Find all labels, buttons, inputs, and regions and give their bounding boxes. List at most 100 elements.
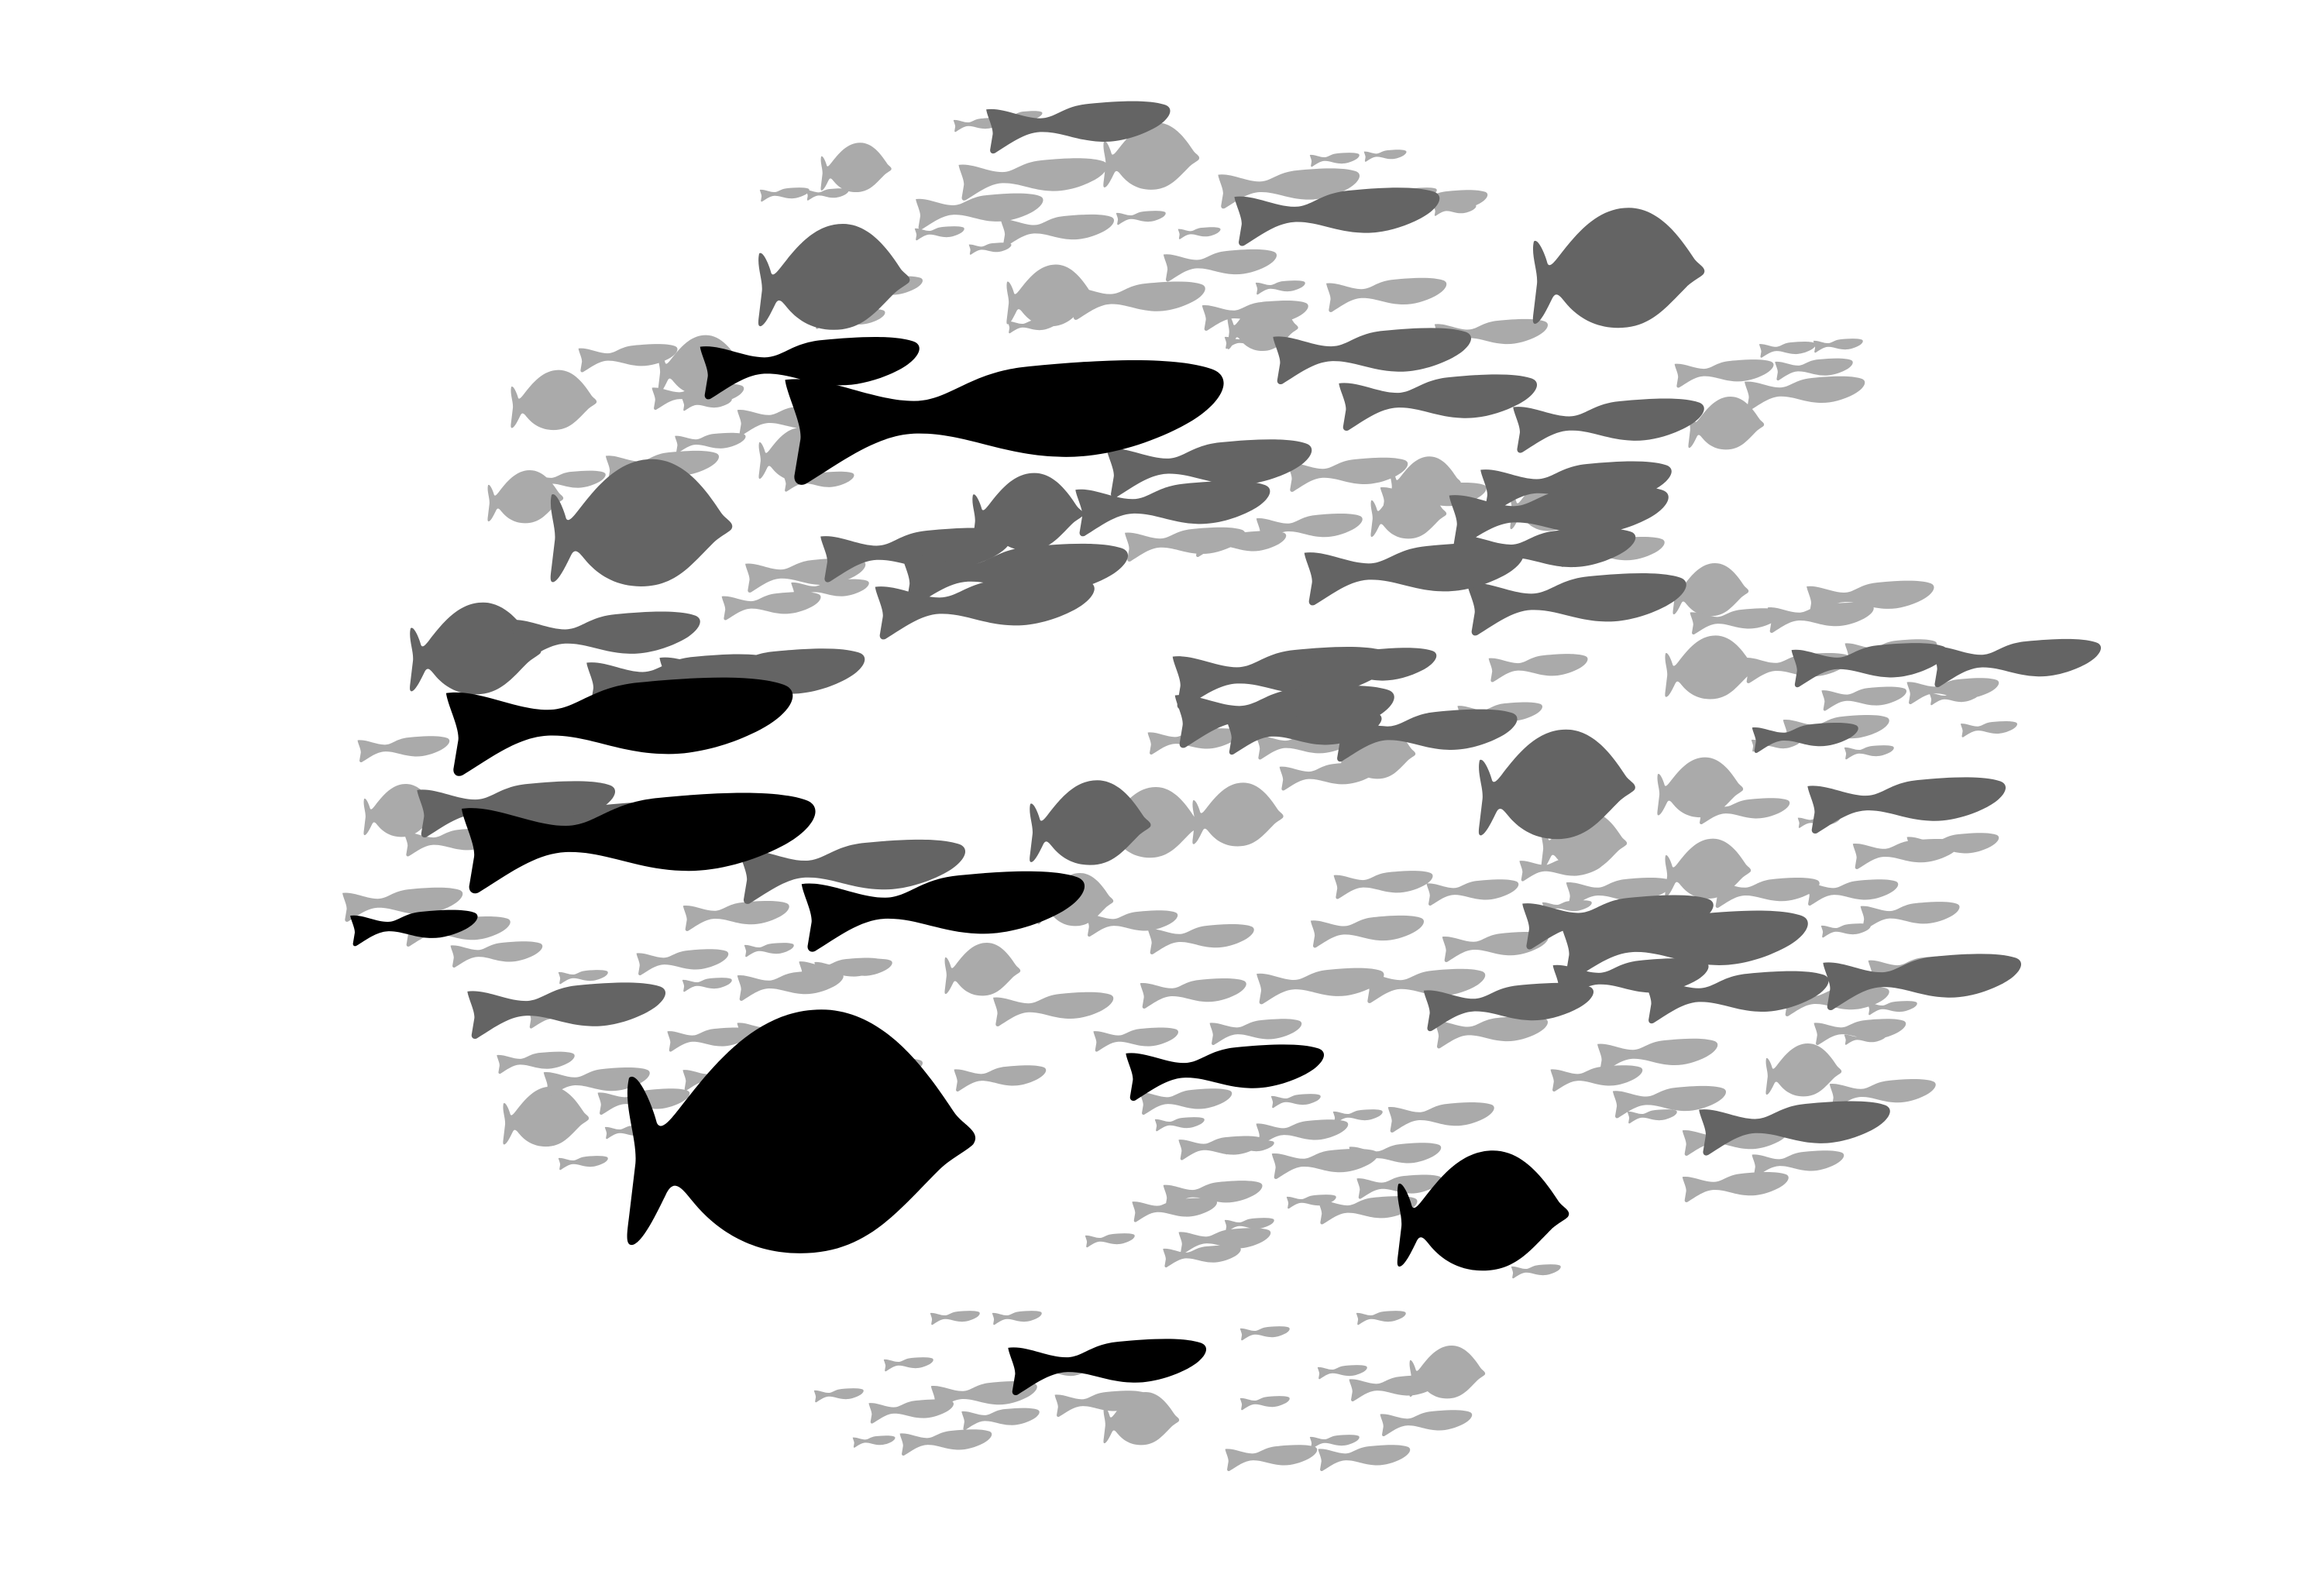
tiny-fish-icon (813, 1388, 864, 1403)
tiny-fish-icon (1177, 227, 1221, 239)
tiny-fish-icon (1813, 339, 1863, 353)
slim-fish-icon (1813, 1019, 1906, 1046)
round-fish-icon (1192, 782, 1284, 847)
slim-fish-icon (636, 949, 729, 976)
slim-fish-icon (1339, 374, 1538, 431)
round-fish-icon (1532, 208, 1705, 328)
slim-fish-icon (1140, 978, 1246, 1009)
slim-fish-icon (1821, 686, 1907, 711)
tiny-fish-icon (968, 242, 1012, 255)
slim-fish-icon (467, 982, 666, 1040)
slim-fish-icon (1752, 723, 1858, 753)
tiny-fish-icon (1627, 1109, 1677, 1124)
tiny-fish-icon (1116, 211, 1166, 225)
slim-fish-icon (1125, 527, 1246, 562)
tiny-fish-icon (1317, 1365, 1367, 1380)
slim-fish-icon (1273, 328, 1472, 385)
slim-fish-icon (1349, 1375, 1442, 1402)
slim-fish-icon (1380, 1410, 1473, 1437)
slim-fish-icon (1806, 879, 1899, 906)
slim-fish-icon (1075, 480, 1270, 537)
slim-fish-icon (682, 901, 789, 931)
slim-fish-icon (1318, 1445, 1411, 1472)
tiny-fish-icon (558, 1156, 608, 1171)
slim-fish-icon (497, 1051, 575, 1074)
slim-fish-icon (1163, 249, 1277, 282)
tiny-fish-icon (1270, 1094, 1321, 1109)
slim-fish-icon (509, 611, 700, 666)
round-fish-icon (1765, 1043, 1842, 1097)
slim-fish-icon (737, 971, 844, 1001)
slim-fish-icon (993, 992, 1114, 1026)
round-fish-icon (1397, 1150, 1569, 1271)
slim-fish-icon (899, 1429, 992, 1456)
tiny-fish-icon (992, 1311, 1042, 1325)
slim-fish-icon (1163, 1245, 1241, 1268)
slim-fish-icon (1008, 1339, 1207, 1396)
slim-fish-icon (1287, 457, 1408, 492)
tiny-fish-icon (1255, 280, 1305, 295)
tiny-fish-icon (558, 970, 608, 985)
tiny-fish-icon (1239, 1326, 1290, 1341)
slim-fish-icon (1434, 1016, 1549, 1049)
slim-fish-icon (1807, 777, 2006, 834)
slim-fish-icon (1387, 1102, 1494, 1133)
tiny-fish-icon (852, 1435, 896, 1448)
slim-fish-icon (868, 1399, 954, 1424)
round-fish-icon (758, 224, 910, 330)
slim-fish-icon (1513, 398, 1704, 453)
slim-fish-icon (1426, 879, 1519, 906)
tiny-fish-icon (1154, 1117, 1205, 1132)
tiny-fish-icon (1511, 1264, 1561, 1279)
slim-fish-icon (1745, 376, 1865, 411)
round-fish-icon (820, 143, 892, 193)
tiny-fish-icon (1844, 745, 1894, 760)
tiny-fish-icon (1363, 150, 1407, 162)
round-fish-icon (944, 943, 1021, 996)
round-fish-icon (1478, 729, 1635, 840)
slim-fish-icon (357, 736, 450, 763)
tiny-fish-icon (883, 1357, 933, 1372)
slim-fish-icon (1699, 1101, 1890, 1156)
tiny-fish-icon (1820, 923, 1871, 938)
tiny-fish-icon (1239, 1396, 1290, 1411)
slim-fish-icon (1093, 1027, 1179, 1052)
round-fish-icon (511, 370, 597, 431)
slim-fish-icon (1550, 1065, 1643, 1092)
slim-fish-icon (1140, 1088, 1232, 1116)
slim-fish-icon (675, 432, 746, 453)
slim-fish-icon (651, 383, 744, 411)
slim-fish-icon (1682, 1172, 1789, 1202)
slim-fish-icon (1860, 902, 1960, 930)
tiny-fish-icon (744, 943, 794, 957)
tiny-fish-icon (806, 188, 849, 201)
tiny-fish-icon (759, 187, 810, 202)
slim-fish-icon (1234, 187, 1440, 246)
slim-fish-icon (1257, 968, 1384, 1005)
slim-fish-icon (1791, 643, 1948, 688)
round-fish-icon (1665, 635, 1756, 700)
slim-fish-icon (1147, 924, 1254, 954)
slim-fish-icon (1310, 915, 1425, 948)
tiny-fish-icon (1309, 153, 1360, 167)
slim-fish-icon (1466, 572, 1686, 636)
slim-fish-icon (1326, 277, 1447, 312)
slim-fish-icon (445, 677, 793, 776)
tiny-fish-icon (1085, 1233, 1135, 1248)
slim-fish-icon (954, 1065, 1047, 1092)
tiny-fish-icon (1356, 1311, 1406, 1325)
slim-fish-icon (1000, 214, 1115, 247)
slim-fish-icon (1333, 871, 1433, 899)
slim-fish-icon (958, 158, 1108, 201)
slim-fish-icon (721, 592, 821, 620)
tiny-fish-icon (1960, 720, 2018, 737)
tiny-fish-icon (930, 1311, 980, 1325)
tiny-fish-icon (1007, 319, 1057, 334)
tiny-fish-icon (1758, 341, 1817, 358)
tiny-fish-icon (682, 978, 732, 992)
slim-fish-icon (961, 1408, 1040, 1431)
slim-fish-icon (1132, 1198, 1218, 1222)
slim-fish-icon (1071, 281, 1205, 320)
slim-fish-icon (1209, 1019, 1302, 1046)
